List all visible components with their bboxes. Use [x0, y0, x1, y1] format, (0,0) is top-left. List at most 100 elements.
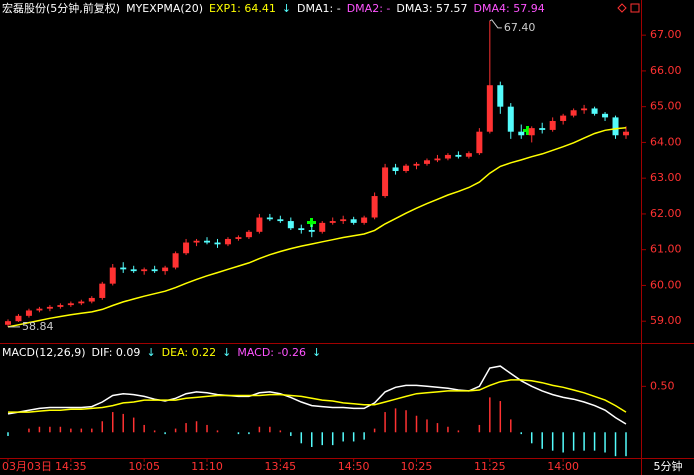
- candle-body: [486, 85, 493, 132]
- window-icons: [617, 3, 640, 13]
- header-item: ↓: [312, 346, 321, 359]
- candle-body: [183, 242, 190, 254]
- x-tick-label: 03月03日: [2, 460, 52, 473]
- indicator-header: 宏磊股份(5分钟,前复权) MYEXPMA(20) EXP1: 64.41 ↓ DMA1…: [2, 1, 545, 15]
- candle-body: [46, 306, 53, 309]
- header-item: ↓: [146, 346, 155, 359]
- x-tick-label: 14:50: [338, 460, 370, 473]
- candle-body: [57, 305, 64, 307]
- candle-body: [497, 85, 504, 107]
- candle-body: [109, 267, 116, 284]
- header-item: DMA4: 57.94: [474, 2, 545, 15]
- candle-body: [413, 163, 420, 166]
- candle-body: [361, 217, 368, 223]
- candle-body: [403, 165, 410, 172]
- header-item: MACD(12,26,9): [2, 346, 86, 359]
- signal-cross: [310, 218, 313, 227]
- x-tick-label: 10:25: [401, 460, 433, 473]
- candle-body: [340, 219, 347, 222]
- candle-body: [539, 128, 546, 130]
- candle-body: [36, 308, 43, 311]
- candle-body: [465, 153, 472, 157]
- candle-body: [560, 115, 567, 121]
- header-item: ↓: [282, 2, 291, 15]
- candle-body: [235, 237, 242, 239]
- x-tick-label: 10:05: [128, 460, 160, 473]
- header-item: DIF: 0.09: [92, 346, 141, 359]
- x-tick-label: 14:35: [55, 460, 87, 473]
- indicator-header: MACD(12,26,9) DIF: 0.09 ↓ DEA: 0.22 ↓ MACD: -…: [2, 346, 321, 359]
- candle-body: [120, 267, 127, 270]
- candle-body: [15, 315, 22, 322]
- candle-body: [423, 160, 430, 164]
- header-item: DEA: 0.22: [162, 346, 216, 359]
- max-label: 67.40: [504, 21, 536, 34]
- candle-body: [266, 217, 273, 220]
- y-tick-label: 59.00: [650, 314, 682, 327]
- candle-body: [382, 167, 389, 197]
- x-tick-label: 11:25: [474, 460, 506, 473]
- y-tick-label: 66.00: [650, 64, 682, 77]
- y-tick-label: 61.00: [650, 243, 682, 256]
- candle-body: [518, 131, 525, 136]
- y-tick-label: 62.00: [650, 207, 682, 220]
- candle-body: [350, 219, 357, 223]
- x-tick-label: 13:45: [264, 460, 296, 473]
- candle-body: [214, 242, 221, 245]
- candle-body: [476, 131, 483, 154]
- candle-body: [5, 321, 11, 325]
- y-tick-label: 60.00: [650, 278, 682, 291]
- candle-body: [88, 297, 95, 302]
- candle-body: [623, 131, 629, 136]
- period-label: 5分钟: [654, 459, 683, 473]
- candle-body: [581, 108, 588, 111]
- y-tick-label: 0.50: [650, 379, 675, 392]
- candle-body: [204, 240, 211, 243]
- y-tick-label: 63.00: [650, 171, 682, 184]
- candle-body: [444, 154, 451, 159]
- candle-body: [602, 113, 609, 118]
- candle-body: [319, 222, 326, 232]
- header-item: EXP1: 64.41: [209, 2, 276, 15]
- candle-body: [277, 219, 284, 222]
- candle-body: [256, 217, 263, 232]
- header-item: MYEXPMA(20): [126, 2, 203, 15]
- candle-body: [298, 228, 305, 231]
- x-tick-label: 11:10: [191, 460, 223, 473]
- candle-body: [141, 269, 148, 272]
- candle-body: [224, 238, 231, 245]
- candle-body: [130, 269, 137, 272]
- min-label: 58.84: [22, 320, 54, 333]
- candle-body: [245, 231, 252, 238]
- candle-body: [612, 117, 619, 136]
- candle-body: [193, 240, 200, 243]
- icon-diamond: [617, 3, 627, 13]
- header-item: ↓: [222, 346, 231, 359]
- candle-body: [591, 108, 598, 114]
- header-item: MACD: -0.26: [237, 346, 306, 359]
- header-item: DMA1: -: [297, 2, 341, 15]
- candle-body: [99, 283, 106, 298]
- candle-body: [507, 106, 514, 132]
- icon-square: [630, 3, 640, 13]
- candle-body: [434, 158, 441, 161]
- x-tick-label: 14:00: [547, 460, 579, 473]
- dea-line: [8, 379, 627, 413]
- candle-body: [392, 167, 399, 172]
- candle-body: [549, 120, 556, 130]
- header-item: DMA2: -: [347, 2, 391, 15]
- candle-body: [371, 196, 378, 218]
- dif-line: [7, 365, 627, 425]
- ema-line: [7, 127, 627, 328]
- candle-body: [329, 221, 336, 223]
- candle-body: [287, 221, 294, 229]
- candle-body: [25, 310, 32, 316]
- candle-body: [172, 253, 179, 268]
- header-item: DMA3: 57.57: [396, 2, 467, 15]
- max-leader: [489, 19, 502, 29]
- candle-body: [455, 154, 462, 157]
- y-tick-label: 67.00: [650, 28, 682, 41]
- candle-body: [528, 128, 535, 136]
- y-tick-label: 64.00: [650, 135, 682, 148]
